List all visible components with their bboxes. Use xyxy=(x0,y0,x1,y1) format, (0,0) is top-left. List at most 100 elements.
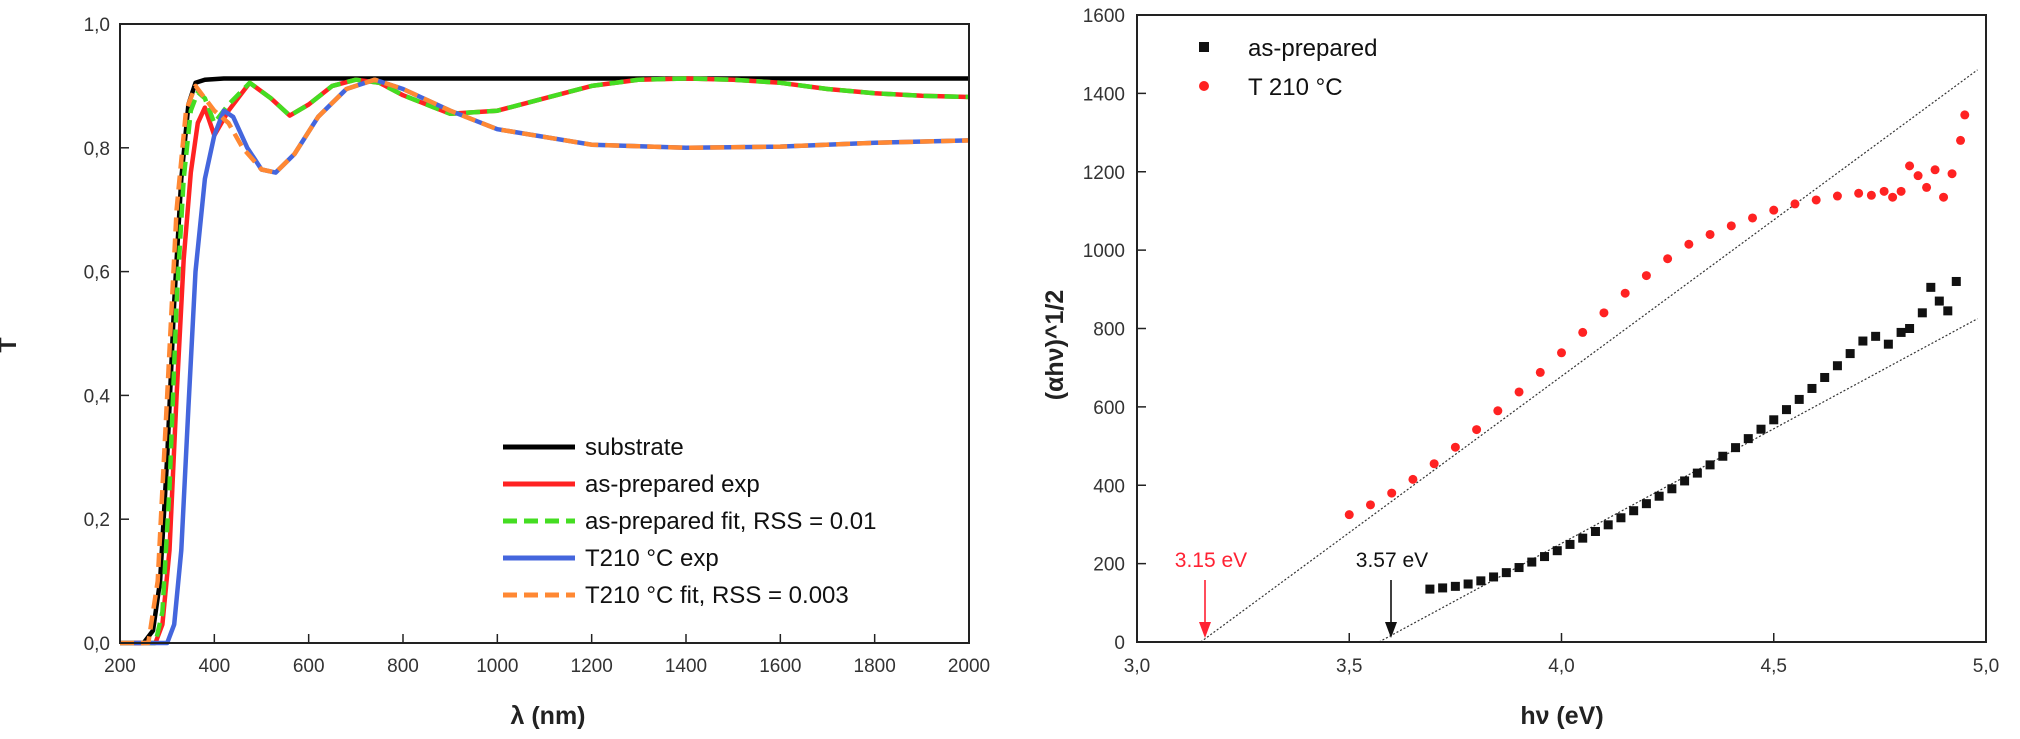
data-point-as-prepared xyxy=(1616,513,1626,523)
y-tick-label: 200 xyxy=(1093,555,1125,576)
y-axis-label-right: (αhν)^1/2 xyxy=(1041,290,1069,401)
data-point-t-210-c xyxy=(1663,254,1673,264)
x-axis-label-right: hν (eV) xyxy=(1520,702,1603,730)
legend-label-substrate: substrate xyxy=(585,434,684,461)
data-point-t-210-c xyxy=(1726,221,1736,231)
data-point-as-prepared xyxy=(1718,451,1728,461)
x-tick-label: 1000 xyxy=(476,656,518,677)
data-point-as-prepared xyxy=(1731,443,1741,453)
x-tick-label: 200 xyxy=(104,656,136,677)
data-point-as-prepared xyxy=(1692,468,1702,478)
x-ticks-right: 3,0 3,5 4,0 4,5 5,0 xyxy=(1124,633,1999,677)
data-point-as-prepared xyxy=(1603,520,1613,530)
data-point-as-prepared xyxy=(1807,383,1817,393)
y-tick-label: 0,4 xyxy=(84,386,111,407)
arrowhead-3-57-ev xyxy=(1385,622,1397,638)
data-point-t-210-c xyxy=(1472,425,1482,435)
x-tick-label: 4,0 xyxy=(1548,656,1574,677)
data-point-as-prepared xyxy=(1641,499,1651,509)
data-point-as-prepared xyxy=(1943,306,1953,316)
data-point-t-210-c xyxy=(1408,474,1418,484)
data-point-t-210-c xyxy=(1557,348,1566,358)
data-point-as-prepared xyxy=(1578,533,1588,543)
plot-frame xyxy=(119,23,970,644)
data-point-t-210-c xyxy=(1888,192,1898,202)
y-tick-label: 400 xyxy=(1093,476,1125,497)
data-point-as-prepared xyxy=(1438,583,1448,593)
legend-label-as-prepared-fit: as-prepared fit, RSS = 0.01 xyxy=(585,508,877,535)
x-tick-label: 4,5 xyxy=(1761,656,1787,677)
data-point-as-prepared xyxy=(1705,460,1715,470)
x-tick-label: 1800 xyxy=(854,656,896,677)
data-point-t-210-c xyxy=(1854,188,1864,198)
data-point-t-210-c xyxy=(1599,308,1609,318)
x-tick-label: 1600 xyxy=(759,656,801,677)
data-point-as-prepared xyxy=(1489,572,1499,582)
data-point-as-prepared xyxy=(1514,563,1524,573)
tauc-fit-lines xyxy=(1200,69,1978,643)
data-point-t-210-c xyxy=(1939,192,1949,202)
data-point-t-210-c xyxy=(1748,213,1758,223)
legend-label-t210-exp: T210 °C exp xyxy=(585,545,719,572)
legend-label-as-prepared-exp: as-prepared exp xyxy=(585,471,760,498)
legend-label-t210: T 210 °C xyxy=(1248,74,1343,101)
data-point-as-prepared xyxy=(1667,484,1677,494)
data-point-as-prepared xyxy=(1425,584,1435,594)
y-tick-label: 0,6 xyxy=(84,263,110,284)
legend-label-t210-fit: T210 °C fit, RSS = 0.003 xyxy=(585,582,849,609)
data-point-t-210-c xyxy=(1365,500,1375,510)
legend-marker-t210 xyxy=(1199,81,1209,91)
data-point-t-210-c xyxy=(1960,110,1970,120)
y-tick-label: 0,2 xyxy=(84,510,110,531)
data-point-t-210-c xyxy=(1620,288,1630,298)
data-point-t-210-c xyxy=(1956,135,1966,145)
y-ticks: 0,0 0,2 0,4 0,6 0,8 1,0 xyxy=(84,15,129,655)
legend-marker-as-prepared xyxy=(1199,42,1209,52)
y-tick-label: 1400 xyxy=(1083,84,1125,105)
series-line-t210-c-fit-rss-0-003 xyxy=(120,77,970,646)
data-point-as-prepared xyxy=(1743,434,1753,444)
data-point-as-prepared xyxy=(1926,282,1936,292)
legend-right: as-prepared T 210 °C xyxy=(1199,35,1377,101)
data-point-as-prepared xyxy=(1951,276,1961,286)
x-axis-label: λ (nm) xyxy=(511,702,586,730)
data-point-as-prepared xyxy=(1832,361,1842,371)
legend-label-as-prepared: as-prepared xyxy=(1248,35,1377,62)
y-axis-label: T xyxy=(0,337,22,352)
data-point-as-prepared xyxy=(1450,581,1460,591)
data-point-as-prepared xyxy=(1769,415,1779,425)
data-point-t-210-c xyxy=(1922,182,1932,192)
data-point-t-210-c xyxy=(1913,171,1923,181)
legend: substrate as-prepared exp as-prepared fi… xyxy=(503,434,877,609)
data-point-as-prepared xyxy=(1654,491,1664,501)
y-ticks-right: 0 200 400 600 800 1000 1200 1400 1600 xyxy=(1083,6,1146,654)
data-point-as-prepared xyxy=(1871,331,1881,341)
y-tick-label: 800 xyxy=(1093,320,1125,341)
x-tick-label: 800 xyxy=(387,656,419,677)
x-tick-label: 400 xyxy=(198,656,230,677)
annotation-3-15-ev: 3.15 eV xyxy=(1175,549,1247,572)
data-point-as-prepared xyxy=(1905,324,1915,333)
data-point-as-prepared xyxy=(1680,476,1690,486)
series-line-as-prepared-fit-rss-0-01 xyxy=(120,76,970,646)
y-tick-label: 1000 xyxy=(1083,241,1125,262)
x-tick-label: 2000 xyxy=(948,656,990,677)
data-point-as-prepared xyxy=(1565,539,1575,549)
x-tick-label: 3,0 xyxy=(1124,656,1150,677)
band-gap-annotations: 3.15 eV 3.57 eV xyxy=(1175,549,1428,638)
data-point-t-210-c xyxy=(1641,271,1651,281)
data-point-t-210-c xyxy=(1344,510,1354,520)
data-point-as-prepared xyxy=(1476,576,1486,586)
transmittance-chart: 200 400 600 800 1000 1200 1400 1600 1800 2000 0,0… xyxy=(0,15,990,730)
data-point-t-210-c xyxy=(1684,239,1694,249)
data-point-t-210-c xyxy=(1905,161,1915,171)
y-tick-label: 600 xyxy=(1093,398,1125,419)
data-point-t-210-c xyxy=(1429,459,1439,469)
y-tick-label: 0,0 xyxy=(84,634,110,655)
annotation-3-57-ev: 3.57 eV xyxy=(1356,549,1428,572)
data-point-t-210-c xyxy=(1866,190,1876,200)
data-point-as-prepared xyxy=(1883,339,1893,349)
data-point-t-210-c xyxy=(1832,191,1842,201)
data-point-as-prepared xyxy=(1552,546,1562,556)
